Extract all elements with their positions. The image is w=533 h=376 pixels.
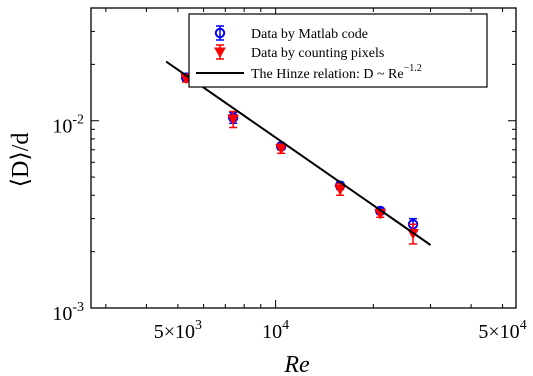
hinze-fit-line: [165, 60, 432, 246]
legend-label: Data by Matlab code: [251, 27, 368, 42]
legend-triangle-swatch: [214, 47, 226, 59]
y-tick-label: 10-3: [52, 300, 84, 325]
axes-layer: 5×103 104 5×104 10-3 10-2: [52, 7, 527, 343]
x-axis-label: Re: [283, 352, 310, 376]
pixel-count-data-point: [227, 110, 240, 129]
legend-box: [188, 13, 488, 88]
y-tick-label: 10-2: [52, 113, 84, 138]
triangle-marker: [275, 144, 288, 155]
x-tick-label: 5×103: [154, 318, 202, 343]
axes-box: [90, 7, 517, 309]
legend-label: Data by counting pixels: [251, 46, 384, 61]
plot-layer: [165, 60, 432, 246]
triangle-marker: [334, 184, 346, 196]
legend: Data by Matlab code Data by counting pixe…: [188, 13, 488, 88]
x-tick-label: 5×104: [478, 318, 526, 343]
x-tick-label: 104: [262, 318, 289, 343]
triangle-marker: [227, 114, 240, 126]
y-axis-label: ⟨D⟩/d: [8, 133, 34, 188]
legend-label: The Hinze relation: D ~ Re−1.2: [251, 63, 422, 82]
legend-circle-swatch: [214, 27, 226, 39]
